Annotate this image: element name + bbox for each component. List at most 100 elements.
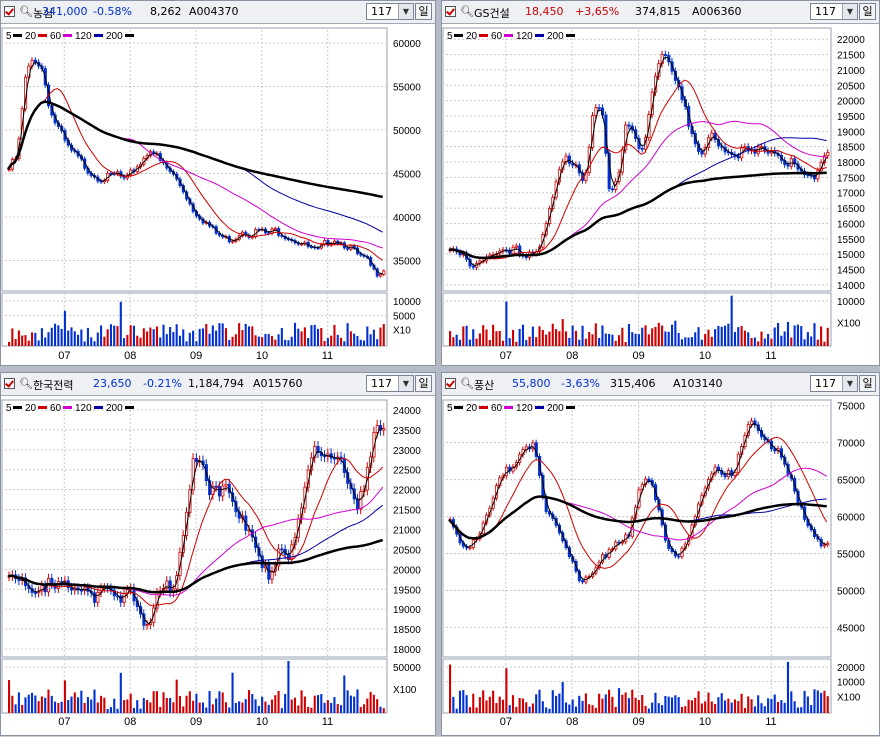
volume-bar	[458, 339, 462, 346]
period-select[interactable]: 117 ▼	[366, 375, 414, 392]
period-select[interactable]: 117 ▼	[810, 375, 858, 392]
candle	[119, 595, 123, 603]
volume-bar	[803, 339, 806, 346]
chevron-down-icon[interactable]: ▼	[398, 4, 413, 19]
month-label: 11	[322, 350, 333, 362]
volume-bar	[581, 325, 584, 346]
candle	[224, 483, 228, 487]
chevron-down-icon[interactable]: ▼	[398, 376, 413, 391]
search-icon[interactable]: 🔍︎	[19, 5, 33, 18]
volume-bar	[740, 693, 743, 713]
candle	[273, 228, 277, 230]
volume-bar	[316, 328, 320, 346]
stock-name[interactable]: 한국전력	[33, 379, 74, 392]
chart-canvas[interactable]: 75000 70000 65000 60000 55000 50000 45000 20000…	[442, 373, 880, 737]
volume-bar	[307, 338, 310, 346]
volume-bar	[136, 700, 139, 713]
search-icon[interactable]: 🔍︎	[19, 377, 33, 390]
volume-bar	[83, 702, 86, 713]
checkbox-icon[interactable]	[445, 378, 456, 389]
interval-button[interactable]: 일	[415, 3, 432, 20]
volume-bar	[753, 337, 756, 346]
volume-bar	[175, 324, 178, 346]
volume-bar	[313, 695, 316, 713]
stock-name[interactable]: GS건설	[474, 7, 510, 20]
candle	[793, 158, 797, 165]
candle	[710, 473, 714, 480]
volume-bar	[267, 333, 270, 346]
volume-bar	[468, 707, 471, 713]
search-icon[interactable]: 🔍︎	[460, 5, 474, 18]
candle	[736, 155, 740, 159]
volume-bar	[297, 328, 300, 346]
chart-canvas[interactable]: 60000 55000 50000 45000 40000 35000 10000 5000 X…	[1, 1, 437, 367]
volume-bar	[747, 696, 750, 713]
chart-canvas[interactable]: 22000 21500 21000 20500 20000 19500 19000 18500…	[442, 1, 880, 367]
search-icon[interactable]: 🔍︎	[460, 377, 474, 390]
vol-tick-label: 10000	[393, 297, 421, 308]
volume-bar	[680, 706, 684, 713]
volume-bar	[455, 334, 458, 346]
volume-bar	[215, 330, 218, 346]
stock-name[interactable]: 풍산	[474, 379, 495, 392]
volume-bar	[684, 337, 687, 346]
checkbox-icon[interactable]	[4, 378, 15, 389]
volume-bar	[152, 691, 155, 713]
volume-bar	[40, 696, 43, 713]
candle	[359, 491, 363, 510]
volume-bar	[465, 325, 468, 346]
volume-bar	[674, 695, 677, 713]
volume-bar	[228, 339, 231, 346]
interval-button[interactable]: 일	[859, 375, 876, 392]
volume-bar	[810, 336, 813, 346]
volume-bar	[188, 332, 191, 346]
volume-bar	[733, 699, 737, 713]
volume-bar	[714, 329, 717, 346]
candle	[122, 593, 126, 603]
volume-bar	[293, 697, 297, 713]
volume-bar	[528, 336, 531, 346]
chart-canvas[interactable]: 2400023500230002250022000215002100020500…	[1, 373, 437, 737]
volume-bar	[472, 329, 475, 346]
volume-bar	[697, 327, 700, 346]
candle	[640, 147, 644, 150]
stock-code: A015760	[253, 377, 303, 390]
horizontal-splitter[interactable]	[0, 366, 880, 372]
checkbox-icon[interactable]	[445, 6, 456, 17]
volume-bar	[155, 691, 158, 713]
volume-bar	[750, 338, 753, 346]
volume-bar	[737, 327, 740, 346]
candle	[194, 458, 199, 463]
checkbox-icon[interactable]	[4, 6, 15, 17]
period-select[interactable]: 117 ▼	[810, 3, 858, 20]
volume-bar	[783, 331, 786, 346]
volume-bar	[472, 693, 475, 713]
stock-name[interactable]: 농심	[33, 7, 54, 20]
volume-bar	[743, 707, 746, 713]
volume-bar	[604, 333, 607, 346]
volume-bar	[31, 692, 34, 713]
volume-bar	[604, 694, 607, 713]
volume-bar	[339, 705, 343, 713]
volume-bar	[17, 330, 20, 346]
volume-bar	[687, 337, 690, 346]
volume-bar	[60, 701, 63, 713]
stock-volume: 315,406	[610, 377, 656, 390]
volume-bar	[109, 707, 112, 713]
ma-legend-label: 5	[447, 403, 453, 414]
chevron-down-icon[interactable]: ▼	[842, 4, 857, 19]
volume-bar	[637, 334, 640, 346]
chevron-down-icon[interactable]: ▼	[842, 376, 857, 391]
volume-bar	[518, 697, 521, 713]
volume-bar	[531, 703, 534, 713]
volume-bar	[760, 703, 763, 713]
interval-button[interactable]: 일	[859, 3, 876, 20]
chart-pane-gs-construction: 🔍︎ GS건설 18,450 +3,65% 374,815 A006360 11…	[441, 0, 880, 366]
ma5-line	[7, 62, 383, 275]
vol-tick-label: 5000	[393, 311, 416, 322]
volume-bar	[601, 325, 604, 346]
stock-volume: 374,815	[635, 5, 681, 18]
volume-bar	[185, 341, 188, 346]
period-select[interactable]: 117 ▼	[366, 3, 414, 20]
interval-button[interactable]: 일	[415, 375, 432, 392]
